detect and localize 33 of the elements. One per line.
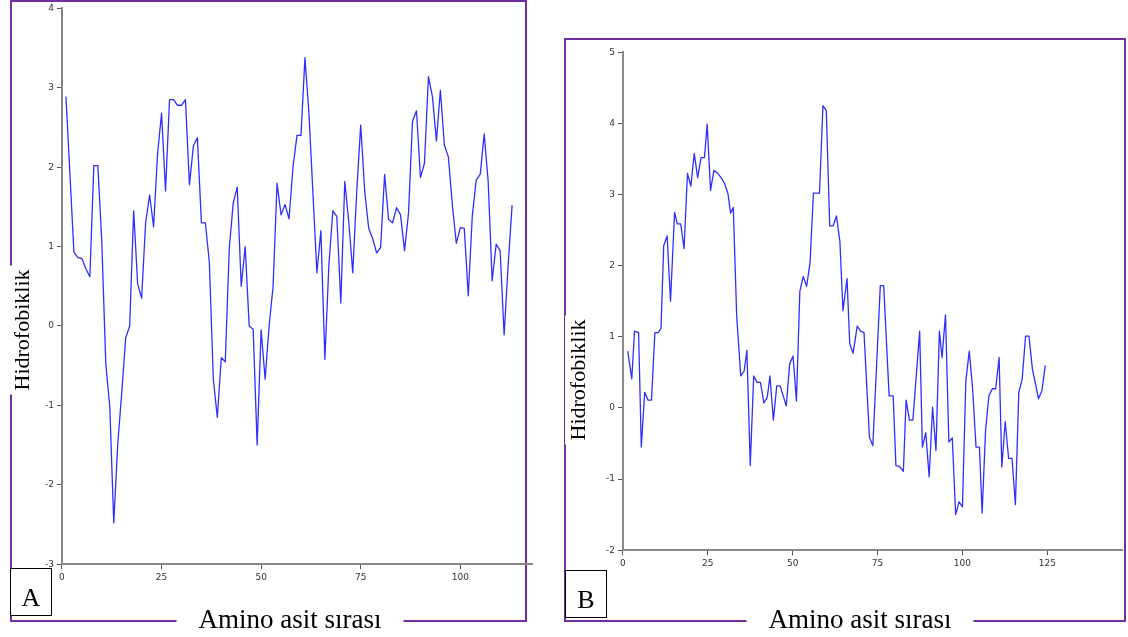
text: B <box>565 570 607 618</box>
x-tick-label: 75 <box>354 571 367 582</box>
y-tick-label: -2 <box>605 544 615 555</box>
x-tick-label: 125 <box>1038 557 1056 568</box>
y-tick-label: -1 <box>605 473 615 484</box>
y-tick-label: 5 <box>609 46 615 57</box>
y-tick-label: 1 <box>609 331 615 342</box>
y-tick-label: -2 <box>44 479 54 490</box>
y-tick-label: 0 <box>48 320 55 331</box>
x-tick-label: 100 <box>953 557 972 568</box>
x-tick-label: 25 <box>702 557 714 568</box>
y-tick-label: 3 <box>609 188 615 199</box>
y-tick-label: 3 <box>48 82 54 93</box>
x-tick-label: 50 <box>255 571 268 582</box>
x-tick-label: 75 <box>871 557 884 568</box>
x-tick-label: 100 <box>451 571 470 582</box>
x-axis-title: Amino asit sırası <box>176 604 404 635</box>
y-axis-title: Hidrofobiklik <box>9 265 35 395</box>
x-tick-label: 25 <box>155 571 168 582</box>
x-tick-label: 50 <box>786 557 799 568</box>
y-tick-label: 4 <box>609 117 616 128</box>
y-tick-label: 2 <box>609 260 615 271</box>
y-tick-label: -3 <box>44 558 54 569</box>
x-tick-label: 0 <box>59 571 66 582</box>
y-tick-label: 0 <box>609 402 616 413</box>
y-tick-label: 4 <box>48 2 55 13</box>
y-tick-label: -1 <box>44 399 54 410</box>
y-axis-title: Hidrofobiklik <box>565 315 591 445</box>
x-axis-title: Amino asit sırası <box>746 604 974 635</box>
text: A <box>10 568 52 616</box>
y-tick-label: 1 <box>48 240 54 251</box>
y-tick-label: 2 <box>48 161 54 172</box>
x-tick-label: 0 <box>620 557 627 568</box>
